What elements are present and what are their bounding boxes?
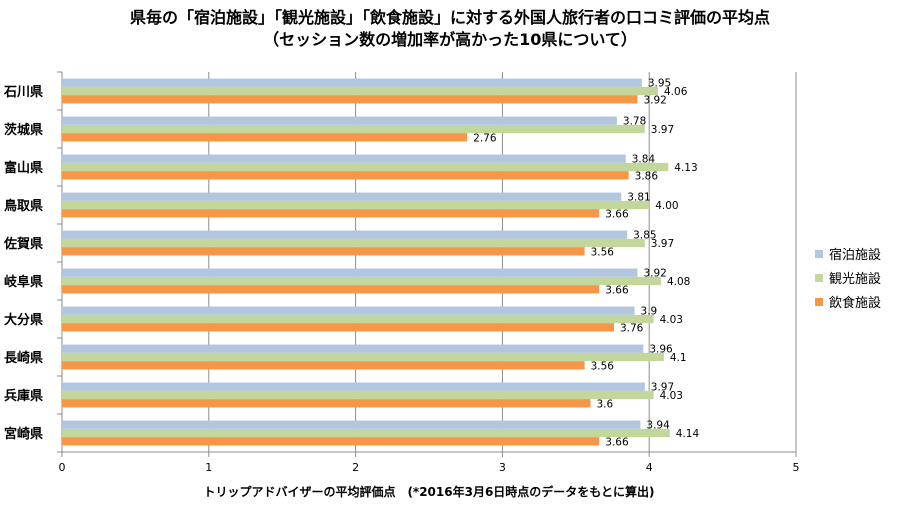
bar xyxy=(62,420,641,429)
bar xyxy=(62,124,645,134)
category-label: 岐阜県 xyxy=(4,274,43,290)
data-label: 3.9 xyxy=(641,306,658,318)
bar xyxy=(62,86,659,96)
category-label: 鳥取県 xyxy=(4,198,43,214)
bar xyxy=(62,361,585,370)
data-label: 3.95 xyxy=(648,78,671,90)
bar xyxy=(62,285,600,294)
data-label: 2.76 xyxy=(473,132,497,144)
legend-label: 観光施設 xyxy=(829,271,881,287)
bar xyxy=(62,171,629,180)
data-label: 4.13 xyxy=(674,162,697,174)
data-label: 3.96 xyxy=(649,344,673,356)
data-label: 3.85 xyxy=(633,230,656,242)
data-label: 3.6 xyxy=(596,398,613,410)
bar xyxy=(62,306,635,315)
x-tick-label: 4 xyxy=(646,461,653,474)
data-label: 4.03 xyxy=(660,314,683,326)
data-label: 4.03 xyxy=(660,390,683,402)
data-label: 3.66 xyxy=(605,208,629,220)
bar xyxy=(62,116,617,125)
data-label: 3.94 xyxy=(646,420,670,432)
bar xyxy=(62,268,638,277)
bar xyxy=(62,276,661,286)
chart-subtitle: （セッション数の増加率が高かった10県について） xyxy=(263,30,637,49)
x-tick-label: 1 xyxy=(205,461,212,474)
bar xyxy=(62,428,670,438)
bar xyxy=(62,78,642,87)
bar xyxy=(62,390,654,400)
bar xyxy=(62,382,645,391)
bar xyxy=(62,192,622,201)
legend-label: 宿泊施設 xyxy=(829,247,881,263)
bar xyxy=(62,323,614,332)
bar xyxy=(62,154,626,163)
category-label: 石川県 xyxy=(3,85,43,100)
data-label: 3.66 xyxy=(605,284,629,296)
x-axis-label: トリップアドバイザーの平均評価点 (*2016年3月6日時点のデータをもとに算出… xyxy=(203,484,654,499)
data-label: 3.66 xyxy=(605,436,629,448)
data-label: 3.56 xyxy=(591,360,615,372)
category-label: 佐賀県 xyxy=(3,236,43,252)
legend-swatch xyxy=(815,298,823,306)
data-label: 3.97 xyxy=(651,382,674,394)
legend-swatch xyxy=(815,250,823,258)
bar xyxy=(62,314,654,324)
bar xyxy=(62,209,600,218)
x-tick-label: 5 xyxy=(793,461,800,474)
data-label: 3.78 xyxy=(623,116,646,128)
data-label: 4.08 xyxy=(667,276,690,288)
chart-title: 県毎の「宿泊施設」「観光施設」「飲食施設」に対する外国人旅行者の口コミ評価の平均… xyxy=(129,8,770,27)
bar xyxy=(62,247,585,256)
data-label: 3.56 xyxy=(591,246,615,258)
bar xyxy=(62,200,650,210)
data-label: 3.86 xyxy=(635,170,659,182)
category-label: 茨城県 xyxy=(4,122,43,138)
data-label: 4.00 xyxy=(655,200,678,212)
data-label: 3.84 xyxy=(632,154,656,166)
bar xyxy=(62,344,644,353)
bar xyxy=(62,399,591,408)
category-label: 宮崎県 xyxy=(4,426,43,442)
bar xyxy=(62,352,664,362)
legend-label: 飲食施設 xyxy=(829,295,881,311)
bar xyxy=(62,230,628,239)
x-tick-label: 2 xyxy=(352,461,359,474)
category-label: 長崎県 xyxy=(4,350,43,366)
data-label: 3.81 xyxy=(627,192,650,204)
data-label: 4.1 xyxy=(670,352,687,364)
bar xyxy=(62,133,468,142)
data-label: 3.92 xyxy=(643,268,666,280)
x-tick-label: 3 xyxy=(499,461,506,474)
data-label: 3.92 xyxy=(643,94,666,106)
bar xyxy=(62,238,645,248)
data-label: 3.76 xyxy=(620,322,644,334)
bar xyxy=(62,95,638,104)
data-label: 3.97 xyxy=(651,238,674,250)
category-label: 兵庫県 xyxy=(4,388,43,404)
data-label: 4.06 xyxy=(664,86,688,98)
category-label: 大分県 xyxy=(4,312,43,328)
data-label: 4.14 xyxy=(676,428,700,440)
legend-swatch xyxy=(815,274,823,282)
bar xyxy=(62,437,600,446)
data-label: 3.97 xyxy=(651,124,674,136)
bar xyxy=(62,162,669,172)
category-label: 富山県 xyxy=(4,160,43,176)
x-tick-label: 0 xyxy=(59,461,66,474)
